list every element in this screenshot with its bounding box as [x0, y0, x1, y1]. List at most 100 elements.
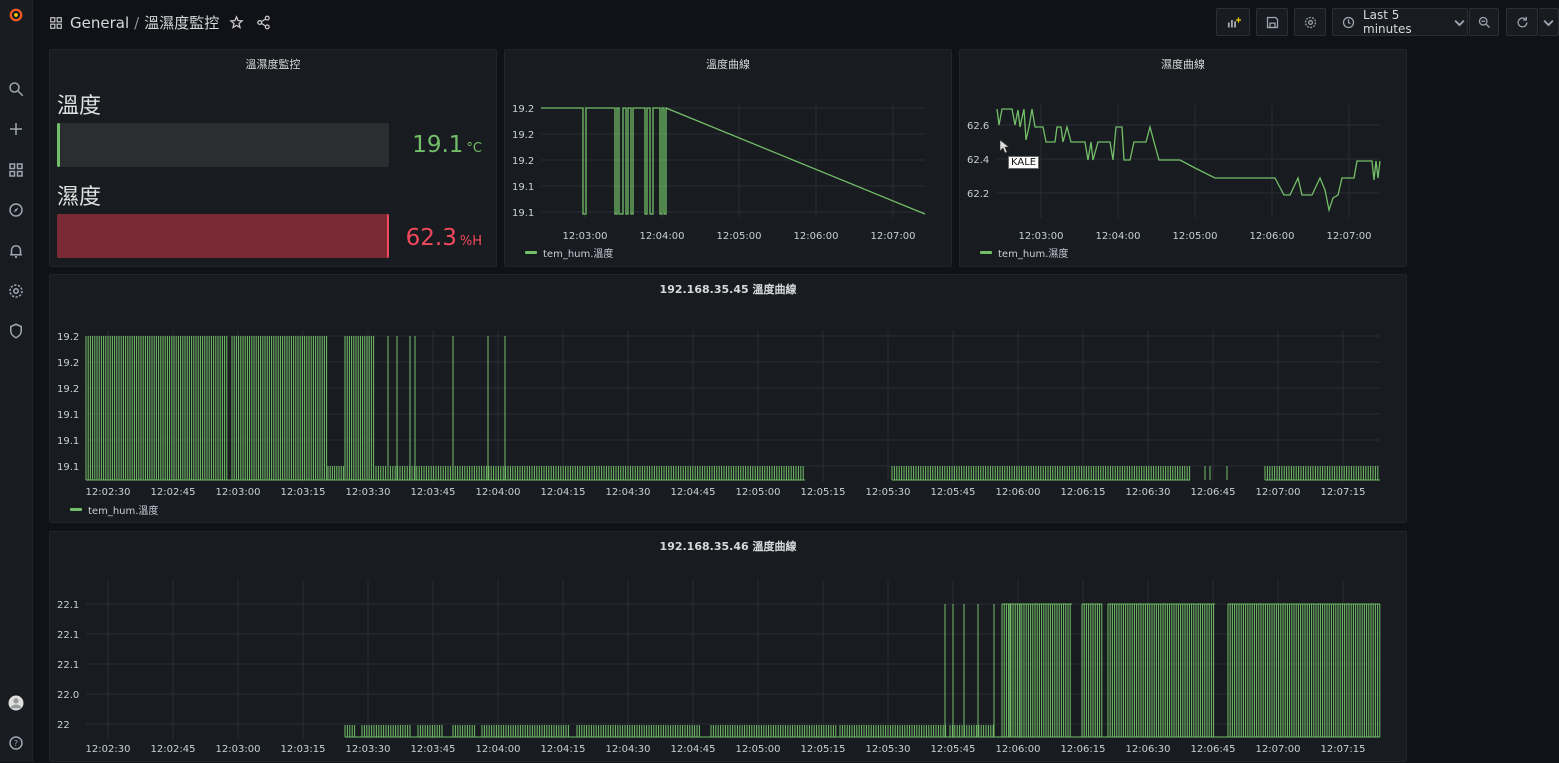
humidity-label: 濕度: [57, 185, 102, 210]
y-tick-label: 19.2: [57, 358, 79, 369]
svg-text:?: ?: [14, 738, 18, 748]
x-tick-label: 12:05:00: [736, 744, 781, 755]
x-tick-label: 12:03:30: [346, 487, 391, 498]
x-tick-label: 12:03:00: [1019, 231, 1064, 242]
status-panel: 溫濕度監控 溫度 19.1 °C 濕度 62.3 %H: [49, 49, 497, 267]
legend[interactable]: tem_hum.溫度: [70, 502, 158, 517]
breadcrumb-separator: /: [134, 13, 140, 32]
panel-title[interactable]: 192.168.35.46 溫度曲線: [659, 540, 797, 553]
gear-icon[interactable]: [5, 280, 27, 302]
x-tick-label: 12:04:00: [476, 487, 521, 498]
humidity-bar-fill: [57, 214, 389, 258]
x-tick-label: 12:04:30: [606, 487, 651, 498]
x-tick-label: 12:06:15: [1061, 487, 1106, 498]
save-icon: [1265, 15, 1280, 30]
y-tick-label: 62.2: [967, 189, 989, 200]
x-tick-label: 12:07:00: [1256, 744, 1301, 755]
star-icon[interactable]: [229, 15, 244, 30]
explore-icon[interactable]: [5, 199, 27, 221]
refresh-button[interactable]: [1506, 8, 1538, 36]
temperature-bar-track: [57, 123, 389, 167]
x-tick-label: 12:04:00: [640, 231, 685, 242]
y-tick-label: 19.1: [512, 182, 534, 193]
chevron-down-icon: [1452, 15, 1467, 30]
x-tick-label: 12:06:00: [794, 231, 839, 242]
x-tick-label: 12:02:45: [151, 744, 196, 755]
x-tick-label: 12:07:15: [1321, 744, 1366, 755]
temperature-graph[interactable]: 19.2 19.2 19.2 19.1 19.1 12:03:00 12:04:00 12:0…: [505, 50, 953, 268]
x-tick-label: 12:05:45: [931, 744, 976, 755]
panel-title[interactable]: 濕度曲線: [1161, 58, 1205, 71]
breadcrumb: General / 溫濕度監控: [49, 12, 271, 33]
search-icon[interactable]: [5, 78, 27, 100]
y-tick-label: 19.2: [512, 156, 534, 167]
y-tick-label: 19.2: [57, 332, 79, 343]
y-tick-label: 19.1: [512, 208, 534, 219]
x-tick-label: 12:05:15: [801, 487, 846, 498]
x-tick-label: 12:06:30: [1126, 744, 1171, 755]
panel-title[interactable]: 溫濕度監控: [245, 58, 301, 71]
panel-title[interactable]: 溫度曲線: [706, 58, 750, 71]
x-tick-label: 12:03:00: [563, 231, 608, 242]
dashboards-icon[interactable]: [5, 159, 27, 181]
panel-title[interactable]: 192.168.35.45 溫度曲線: [659, 283, 797, 296]
y-tick-label: 19.2: [512, 104, 534, 115]
grafana-logo-icon[interactable]: [5, 4, 27, 26]
zoom-out-button[interactable]: [1469, 8, 1499, 36]
shield-icon[interactable]: [5, 320, 27, 342]
hover-tooltip: KALE: [1008, 156, 1040, 169]
x-tick-label: 12:05:15: [801, 744, 846, 755]
alerting-bell-icon[interactable]: [5, 240, 27, 262]
refresh-interval-dropdown[interactable]: [1539, 8, 1559, 36]
save-dashboard-button[interactable]: [1256, 8, 1288, 36]
dashboard-settings-button[interactable]: [1294, 8, 1326, 36]
share-icon[interactable]: [256, 15, 271, 30]
x-tick-label: 12:04:00: [476, 744, 521, 755]
x-tick-label: 12:02:30: [86, 487, 131, 498]
x-tick-label: 12:04:15: [541, 744, 586, 755]
sidebar: ?: [0, 0, 33, 762]
add-panel-button[interactable]: [1216, 8, 1250, 36]
x-tick-label: 12:03:00: [216, 487, 261, 498]
temperature-unit: °C: [466, 141, 482, 156]
legend[interactable]: tem_hum.濕度: [980, 245, 1068, 260]
chevron-down-icon: [1541, 15, 1556, 30]
y-tick-label: 19.1: [57, 410, 79, 421]
wide-graph-46[interactable]: 22.1 22.1 22.1 22.0 22 12:02:30 12:02:45 12:03:…: [50, 532, 1408, 763]
temperature-curve-panel: 溫度曲線 19.2 19.2 19.2 19.1 19.1 12:03:00 12:04:0…: [504, 49, 952, 267]
wide-graph-45[interactable]: 19.2 19.2 19.2 19.1 19.1 19.1 12:02:30 12:02:45…: [50, 275, 1408, 524]
time-range-picker[interactable]: Last 5 minutes: [1332, 8, 1468, 36]
mouse-cursor-icon: [1000, 140, 1010, 154]
top-navbar: General / 溫濕度監控 Last 5 minutes: [33, 0, 1559, 44]
user-avatar-icon[interactable]: [5, 692, 27, 714]
legend-label: tem_hum.溫度: [543, 249, 614, 260]
temperature-bar-fill: [57, 123, 61, 167]
legend[interactable]: tem_hum.溫度: [525, 245, 613, 260]
help-icon[interactable]: ?: [5, 732, 27, 754]
humidity-unit: %H: [459, 234, 482, 249]
x-tick-label: 12:03:30: [346, 744, 391, 755]
x-tick-label: 12:06:30: [1126, 487, 1171, 498]
x-tick-label: 12:03:15: [281, 744, 326, 755]
breadcrumb-folder[interactable]: General: [70, 13, 130, 32]
x-tick-label: 12:03:45: [411, 487, 456, 498]
add-panel-icon: [1226, 15, 1241, 30]
x-tick-label: 12:06:45: [1191, 487, 1236, 498]
x-tick-label: 12:06:00: [996, 744, 1041, 755]
legend-swatch: [525, 251, 537, 254]
legend-swatch: [980, 251, 992, 254]
humidity-graph[interactable]: 62.6 62.4 62.2 12:03:00 12:04:00 12:05:00 12:0…: [960, 50, 1408, 268]
y-tick-label: 19.2: [57, 384, 79, 395]
temperature-series-line: [541, 107, 926, 215]
plus-icon[interactable]: [5, 118, 27, 140]
x-tick-label: 12:02:30: [86, 744, 131, 755]
x-tick-label: 12:05:00: [736, 487, 781, 498]
y-tick-label: 19.1: [57, 462, 79, 473]
y-tick-label: 22: [57, 720, 70, 731]
x-tick-label: 12:06:00: [1250, 231, 1295, 242]
y-tick-label: 19.1: [57, 436, 79, 447]
temperature-label: 溫度: [57, 94, 102, 119]
breadcrumb-dashboard[interactable]: 溫濕度監控: [144, 14, 220, 32]
y-tick-label: 62.4: [967, 155, 989, 166]
x-tick-label: 12:07:15: [1321, 487, 1366, 498]
